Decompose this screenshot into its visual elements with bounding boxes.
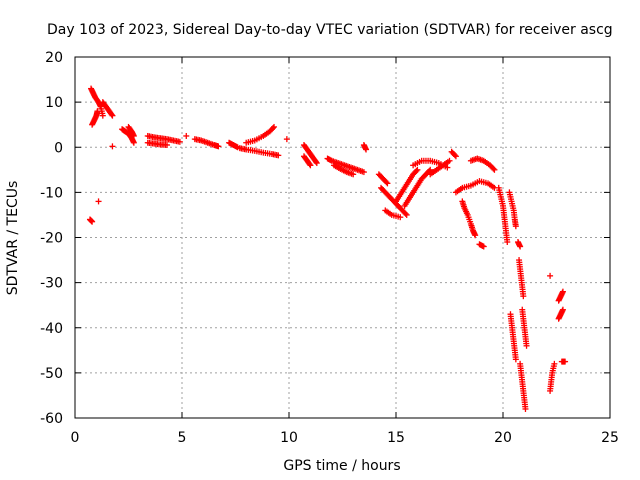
data-point [480,243,487,250]
data-point [413,167,420,174]
chart-title: Day 103 of 2023, Sidereal Day-to-day VTE… [47,22,613,38]
data-point [313,158,320,165]
y-tick-label: 20 [45,50,63,66]
data-points [86,85,569,412]
data-point [551,360,558,367]
data-point [99,112,106,119]
x-tick-label: 20 [494,430,512,446]
data-point [504,239,511,246]
y-axis: -60 -50 -40 -30 -20 -10 0 10 20 [40,50,610,427]
data-point [446,157,453,164]
data-point [562,358,569,365]
data-point [517,243,524,250]
data-point [89,218,96,225]
data-point [520,293,527,300]
data-point [130,139,137,146]
x-axis-label: GPS time / hours [283,458,400,474]
y-tick-label: -30 [40,276,63,292]
data-point [403,211,410,218]
data-point [307,162,314,169]
data-point [452,153,459,160]
data-point [215,143,222,150]
data-point [451,152,458,159]
data-point [360,169,367,176]
x-tick-label: 15 [387,430,405,446]
y-tick-label: -60 [40,411,63,427]
grid [75,57,610,418]
data-point [306,161,313,168]
data-point [491,166,498,173]
data-point [523,342,530,349]
data-point [94,108,101,115]
y-tick-label: 0 [54,140,63,156]
data-point [490,165,497,172]
data-point [283,136,290,143]
data-point [275,152,282,159]
data-point [271,123,278,130]
data-point [164,141,171,148]
data-point [559,288,566,295]
data-point [472,232,479,239]
data-point [109,143,116,150]
data-point [269,125,276,132]
y-tick-label: -50 [40,366,63,382]
data-point [313,160,320,167]
data-point [414,166,421,173]
y-axis-label: SDTVAR / TECUs [5,181,21,296]
data-point [522,405,529,412]
y-tick-label: 10 [45,95,63,111]
data-point [350,171,357,178]
x-tick-label: 10 [280,430,298,446]
data-point [383,179,390,186]
data-point [384,180,391,187]
x-tick-label: 0 [71,430,80,446]
data-point [183,132,190,139]
data-point [512,356,519,363]
data-point [397,214,404,221]
data-point [109,112,116,119]
data-point [444,164,451,171]
data-point [130,132,137,139]
data-point [95,198,102,205]
data-point [108,111,115,118]
y-tick-label: -40 [40,321,63,337]
data-point [547,272,554,279]
data-point [363,146,370,153]
y-tick-label: -20 [40,231,63,247]
x-axis: 0 5 10 15 20 25 [71,57,619,446]
x-tick-label: 5 [178,430,187,446]
data-point [512,223,519,230]
x-tick-label: 25 [601,430,619,446]
y-tick-label: -10 [40,185,63,201]
data-point [176,138,183,145]
data-point [559,306,566,313]
data-point [402,210,409,217]
